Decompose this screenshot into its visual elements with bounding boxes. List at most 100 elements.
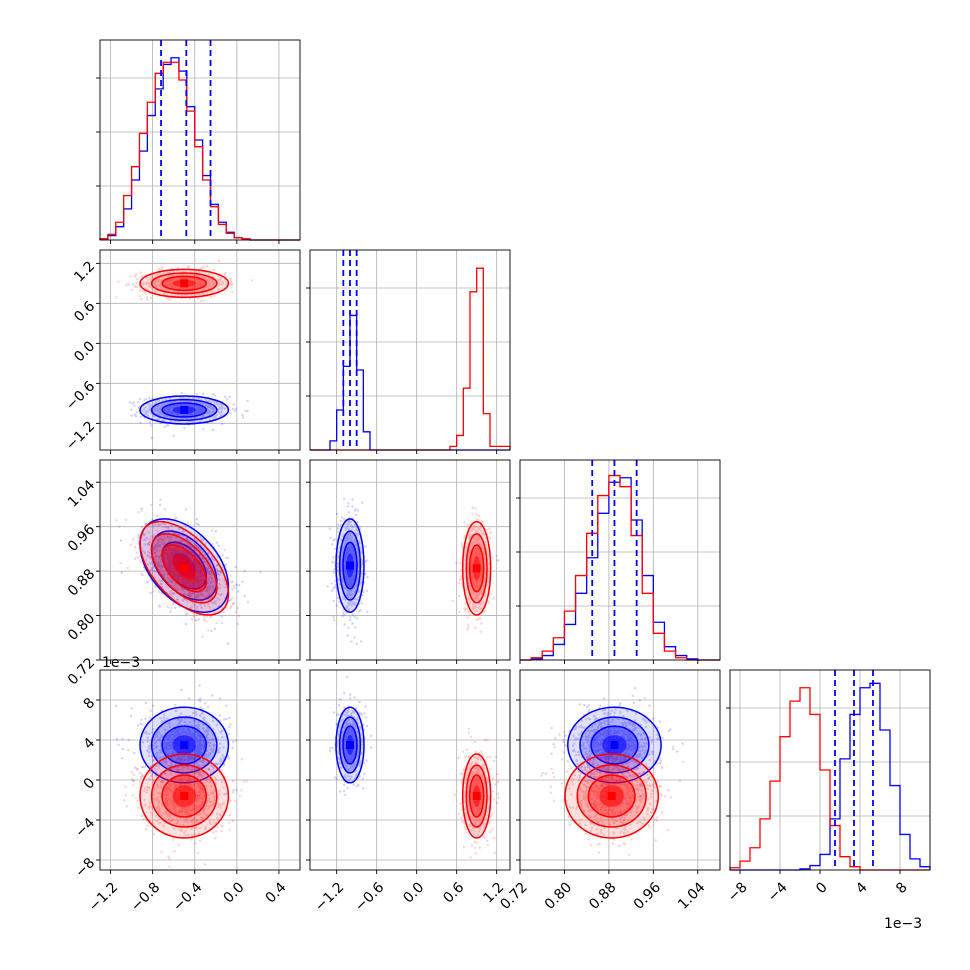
density-contour	[161, 774, 208, 818]
density-contour	[335, 706, 365, 784]
density-contour	[139, 520, 230, 616]
density-contour	[461, 753, 492, 839]
x-tick-label: 8	[893, 879, 911, 897]
x-tick-label: 0.96	[631, 879, 664, 912]
density-peak	[610, 741, 619, 749]
panel-frame	[519, 459, 721, 661]
density-peak	[472, 792, 481, 800]
scatter-panel-2-1	[306, 459, 511, 664]
y-tick-label: −8	[72, 855, 98, 881]
x-tick-label: 0.6	[440, 879, 467, 906]
density-contour	[150, 272, 218, 295]
density-contour	[576, 764, 647, 828]
y-tick-label: 0	[81, 775, 99, 793]
scatter-panel-2-0	[96, 459, 301, 664]
density-peak	[180, 406, 189, 414]
y-tick-label: −0.6	[63, 378, 98, 413]
scatter-panel-3-2	[516, 669, 721, 874]
y-tick-label: 0.0	[71, 338, 98, 365]
y-tick-label: 0.96	[65, 522, 98, 555]
density-contour	[579, 716, 650, 774]
panel-frame	[99, 669, 301, 871]
panels	[96, 39, 931, 874]
density-contour	[465, 533, 488, 604]
density-contour	[338, 716, 362, 774]
density-contour	[150, 764, 218, 828]
x-tick-label: −1.2	[86, 879, 121, 914]
offset-label-left: 1e−3	[102, 655, 140, 671]
panel-content	[115, 498, 262, 645]
x-tick-label: 0.0	[400, 879, 427, 906]
density-contour	[139, 395, 230, 425]
density-contour	[564, 753, 660, 839]
density-peak	[346, 561, 354, 570]
panel-frame	[99, 459, 301, 661]
y-tick-label: 8	[81, 695, 99, 713]
density-contour	[150, 398, 218, 422]
hist-panel-3	[726, 669, 931, 874]
y-tick-label: 0.80	[65, 611, 98, 644]
hist-red	[520, 474, 720, 661]
density-contour	[342, 541, 358, 590]
panel-frame	[99, 39, 301, 241]
density-peak	[607, 792, 616, 800]
density-contour	[161, 402, 208, 418]
density-contour	[335, 518, 365, 613]
density-contour	[342, 725, 358, 765]
panel-frame	[519, 669, 721, 871]
scatter-panel-1-0	[96, 249, 301, 454]
panel-frame	[99, 249, 301, 451]
x-tick-label: −4	[765, 879, 791, 905]
density-peak	[180, 279, 189, 288]
x-tick-label: −0.4	[170, 879, 205, 914]
density-contour	[150, 533, 218, 604]
panel-frame	[309, 459, 511, 661]
panel-frame	[309, 669, 511, 871]
panel-frame	[309, 249, 511, 451]
hist-blue	[520, 477, 720, 661]
panel-content	[328, 675, 500, 859]
density-contour	[338, 530, 362, 601]
x-tick-label: −0.6	[352, 879, 387, 914]
x-tick-label: −1.2	[312, 879, 347, 914]
density-contour	[468, 774, 485, 818]
hist-panel-0	[96, 39, 301, 244]
panel-content	[100, 259, 253, 440]
density-contour	[468, 544, 485, 593]
density-contour	[161, 544, 208, 593]
x-tick-label: 0.80	[542, 879, 575, 912]
scatter-panel-3-0	[96, 669, 301, 874]
x-tick-label: 0.0	[221, 879, 248, 906]
x-tick-label: 4	[853, 879, 871, 897]
y-tick-label: −4	[72, 815, 98, 841]
hist-blue	[310, 314, 510, 451]
density-peak	[472, 564, 481, 573]
y-tick-label: −1.2	[63, 418, 98, 453]
density-contour	[587, 774, 636, 818]
hist-red	[310, 267, 511, 451]
hist-panel-1	[306, 249, 511, 454]
y-tick-label: 0.6	[71, 298, 98, 325]
density-contour	[161, 725, 208, 765]
panel-content	[115, 684, 248, 868]
y-tick-label: 0.88	[65, 566, 98, 599]
x-tick-label: 0.88	[586, 879, 619, 912]
density-contour	[161, 275, 208, 292]
panel-content	[540, 686, 685, 856]
density-peak	[180, 564, 189, 573]
y-tick-label: 1.04	[65, 477, 98, 510]
hist-red	[99, 61, 300, 241]
x-tick-label: −8	[725, 879, 751, 905]
panel-frame	[729, 669, 931, 871]
y-tick-label: 1.2	[71, 258, 98, 285]
density-contour	[465, 764, 488, 828]
hist-blue	[99, 57, 300, 241]
x-tick-label: −0.8	[128, 879, 163, 914]
offset-label-right: 1e−3	[884, 916, 922, 932]
density-contour	[461, 520, 492, 616]
x-tick-label: 0.72	[497, 879, 530, 912]
density-contour	[150, 716, 218, 774]
density-peak	[346, 741, 354, 749]
y-tick-label: 0.72	[65, 655, 98, 688]
